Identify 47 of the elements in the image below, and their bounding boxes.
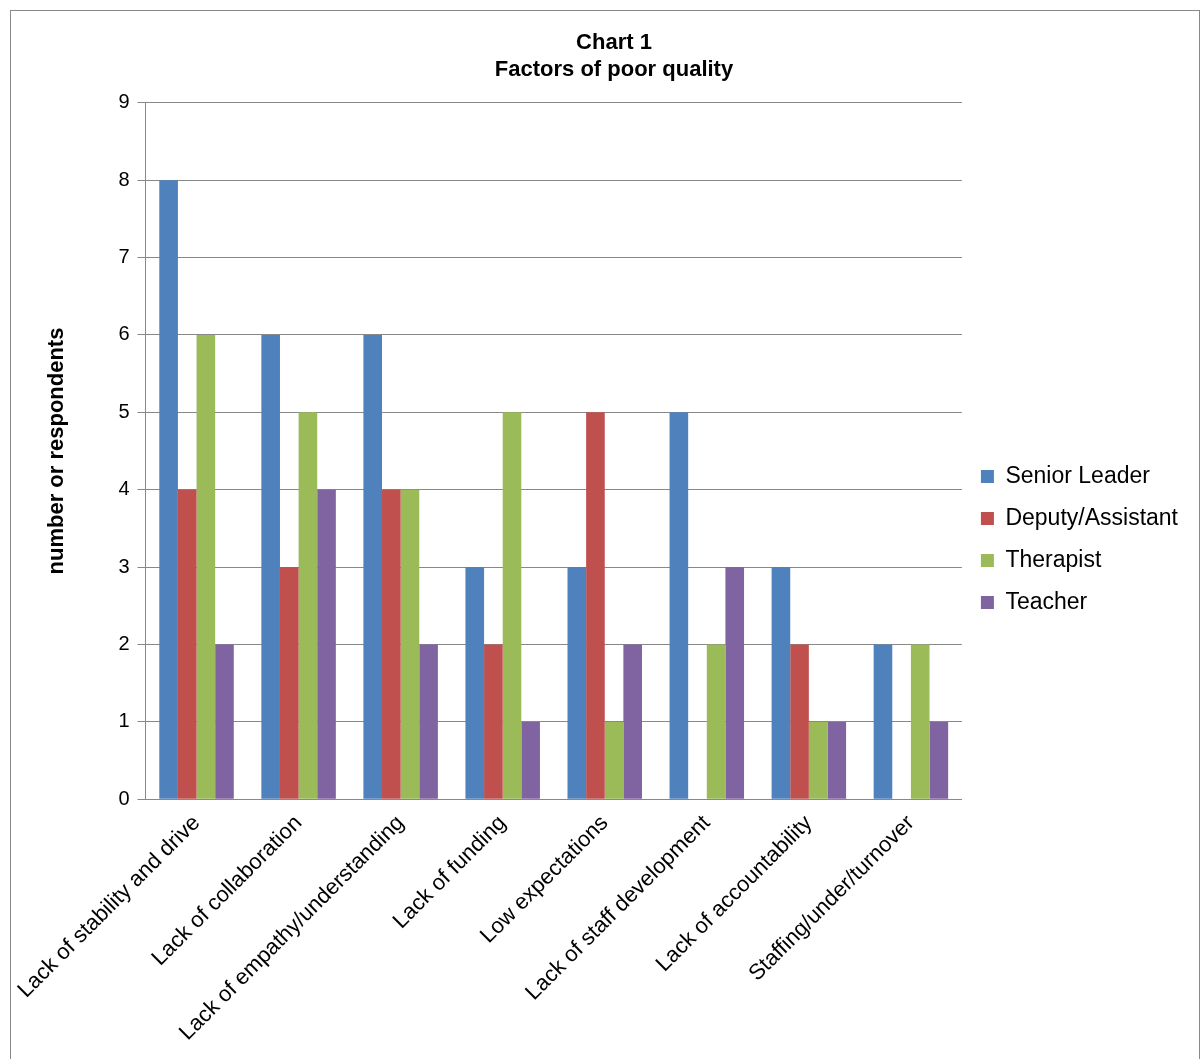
legend-label: Therapist	[1005, 545, 1102, 572]
bar	[604, 721, 624, 799]
bar	[873, 644, 893, 799]
bar	[177, 489, 197, 799]
bar	[484, 644, 503, 799]
bar	[725, 567, 745, 799]
bar	[382, 489, 401, 799]
y-tick-label: 4	[118, 477, 130, 500]
bar	[567, 567, 587, 799]
bar	[465, 567, 485, 799]
y-tick-label: 6	[118, 322, 130, 345]
bar	[279, 567, 299, 799]
bar	[521, 721, 540, 799]
y-tick-label: 1	[118, 709, 130, 732]
bar	[771, 567, 791, 799]
y-tick-label: 7	[118, 245, 130, 268]
chart-title: Chart 1	[576, 29, 652, 55]
bar	[808, 721, 828, 799]
y-tick-label: 2	[118, 632, 130, 655]
bar	[706, 644, 726, 799]
bar	[502, 412, 522, 799]
bar	[363, 334, 383, 799]
bar	[827, 721, 847, 799]
y-tick-label: 3	[118, 554, 130, 577]
bar	[215, 644, 234, 799]
bar	[298, 412, 318, 799]
bar	[910, 644, 930, 799]
chart-subtitle: Factors of poor quality	[494, 55, 734, 81]
bar	[419, 644, 438, 799]
y-tick-label: 8	[118, 167, 130, 190]
bar	[159, 180, 178, 799]
y-tick-label: 5	[118, 399, 130, 422]
legend-label: Senior Leader	[1005, 461, 1151, 488]
y-axis-title: number or respondents	[43, 327, 69, 575]
bar	[261, 334, 280, 799]
y-tick-label: 0	[118, 786, 130, 809]
bar	[400, 489, 420, 799]
bar	[586, 412, 605, 799]
bar	[623, 644, 642, 799]
bar	[790, 644, 809, 799]
y-tick-label: 9	[118, 90, 130, 113]
bar	[669, 412, 689, 799]
legend-label: Teacher	[1005, 587, 1088, 614]
bar	[317, 489, 336, 799]
bar	[929, 721, 949, 799]
legend-label: Deputy/Assistant	[1005, 503, 1179, 530]
bar	[196, 334, 216, 799]
